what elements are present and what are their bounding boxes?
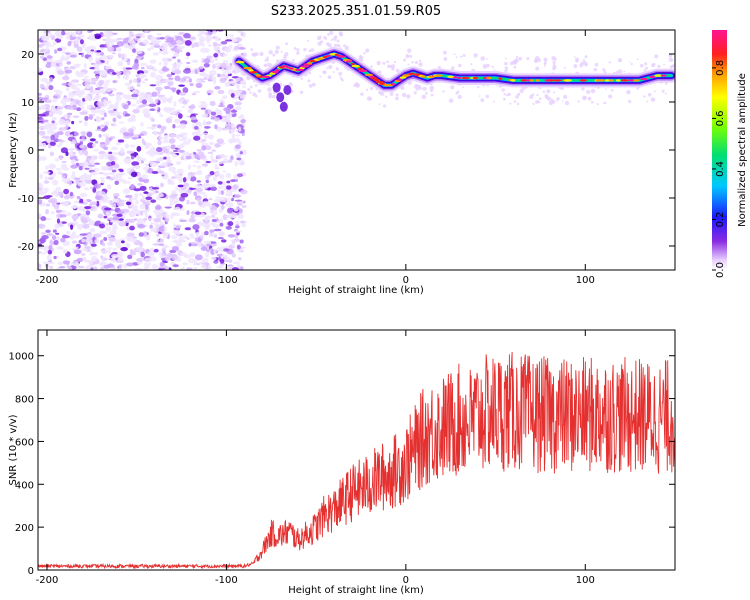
y-tick-label: 400 [15,480,34,491]
x-tick-label: 0 [403,275,409,286]
spectrogram-x-axis-label: Height of straight line (km) [288,285,424,296]
x-tick-label: -100 [215,275,238,286]
x-tick-label: 100 [576,275,595,286]
spectrogram-y-ticks: -20 -10 0 10 20 [18,50,675,253]
figure-title: S233.2025.351.01.59.R05 [271,4,441,19]
y-tick-label: -20 [18,242,34,253]
y-tick-label: 0 [28,146,34,157]
x-tick-label: -200 [36,275,59,286]
x-tick-label: 0 [403,575,409,586]
y-tick-label: 20 [21,50,34,61]
colorbar-gradient [712,30,727,270]
x-tick-label: 100 [576,575,595,586]
y-tick-label: 600 [15,437,34,448]
snr-y-axis-label: SNR (10 * v/v) [8,414,19,485]
snr-panel: -200 -100 0 100 0 200 400 600 800 1000 Height of… [8,329,676,596]
snr-x-axis-label: Height of straight line (km) [288,585,424,596]
y-tick-label: 200 [15,523,34,534]
x-tick-label: -200 [36,575,59,586]
snr-plot-area [38,351,675,570]
colorbar-tick-label: 0.2 [715,212,726,228]
y-tick-label: 10 [21,98,34,109]
x-tick-label: -100 [215,575,238,586]
y-tick-label: 0 [28,566,34,577]
snr-x-ticks: -200 -100 0 100 [36,330,595,586]
noise-speckle [38,30,675,270]
colorbar-tick-label: 0.0 [715,262,726,278]
signal-ridge [232,47,675,112]
y-tick-label: 800 [15,395,34,406]
spectrogram-plot-area [38,30,675,270]
y-tick-label: 1000 [9,352,34,363]
colorbar-ticks: 0.0 0.2 0.4 0.6 0.8 [712,60,726,278]
snr-series-line [38,351,675,570]
colorbar-label: Normalized spectral amplitude [737,73,748,227]
y-tick-label: -10 [18,194,34,205]
snr-y-ticks: 0 200 400 600 800 1000 [9,352,675,577]
spectrogram-y-axis-label: Frequency (Hz) [8,112,19,188]
colorbar-tick-label: 0.6 [715,110,726,126]
colorbar: 0.0 0.2 0.4 0.6 0.8 Normalized spectral ampl… [712,30,748,278]
colorbar-tick-label: 0.8 [715,60,726,76]
colorbar-tick-label: 0.4 [715,161,726,177]
spectrogram-x-ticks: -200 -100 0 100 [36,30,595,286]
snr-frame [37,329,676,571]
